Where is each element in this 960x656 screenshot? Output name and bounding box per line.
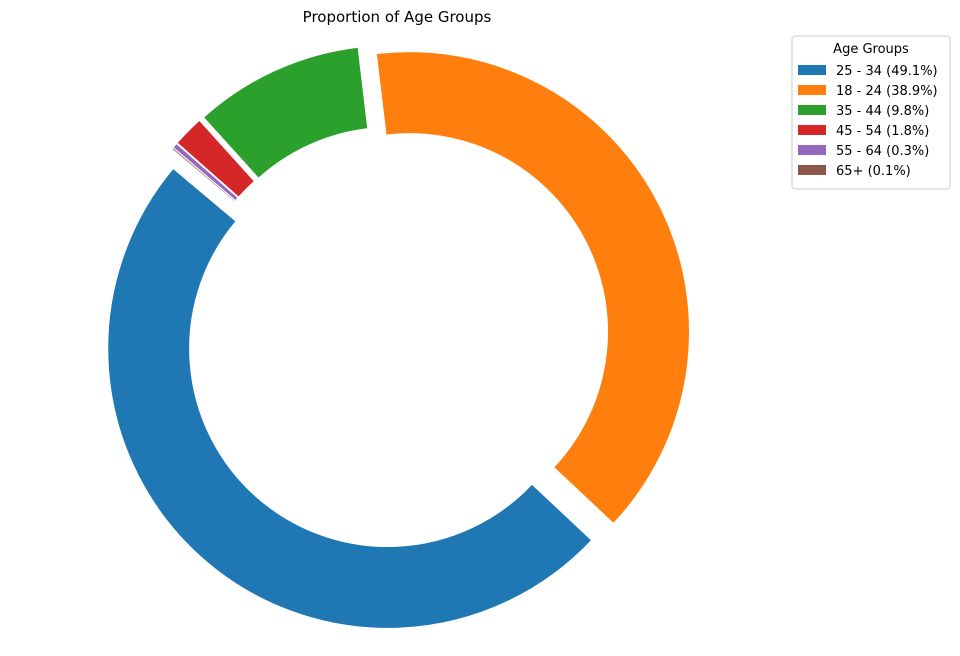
legend-frame [791,35,951,190]
legend-swatch [798,145,826,155]
slice-25-34 [107,167,593,629]
legend-swatch [798,65,826,75]
legend-title: Age Groups [833,42,909,57]
legend-label: 45 - 54 (1.8%) [836,124,929,139]
legend-label: 55 - 64 (0.3%) [836,144,929,159]
legend-label: 25 - 34 (49.1%) [836,64,938,79]
legend: Age Groups 25 - 34 (49.1%) 18 - 24 (38.9%… [791,35,951,190]
legend-label: 18 - 24 (38.9%) [836,84,938,99]
legend-label: 35 - 44 (9.8%) [836,104,929,119]
legend-items: 25 - 34 (49.1%) 18 - 24 (38.9%) 35 - 44 (9… [798,64,938,179]
legend-swatch [798,125,826,135]
legend-label: 65+ (0.1%) [836,164,911,179]
legend-swatch [798,105,826,115]
chart-title: Proportion of Age Groups [303,8,492,26]
legend-swatch [798,85,826,95]
legend-swatch [798,165,826,175]
slice-65 [171,146,237,203]
slice-45-54 [176,119,256,198]
slice-35-44 [202,46,369,180]
donut-slices [107,46,690,629]
slice-18-24 [375,51,690,525]
